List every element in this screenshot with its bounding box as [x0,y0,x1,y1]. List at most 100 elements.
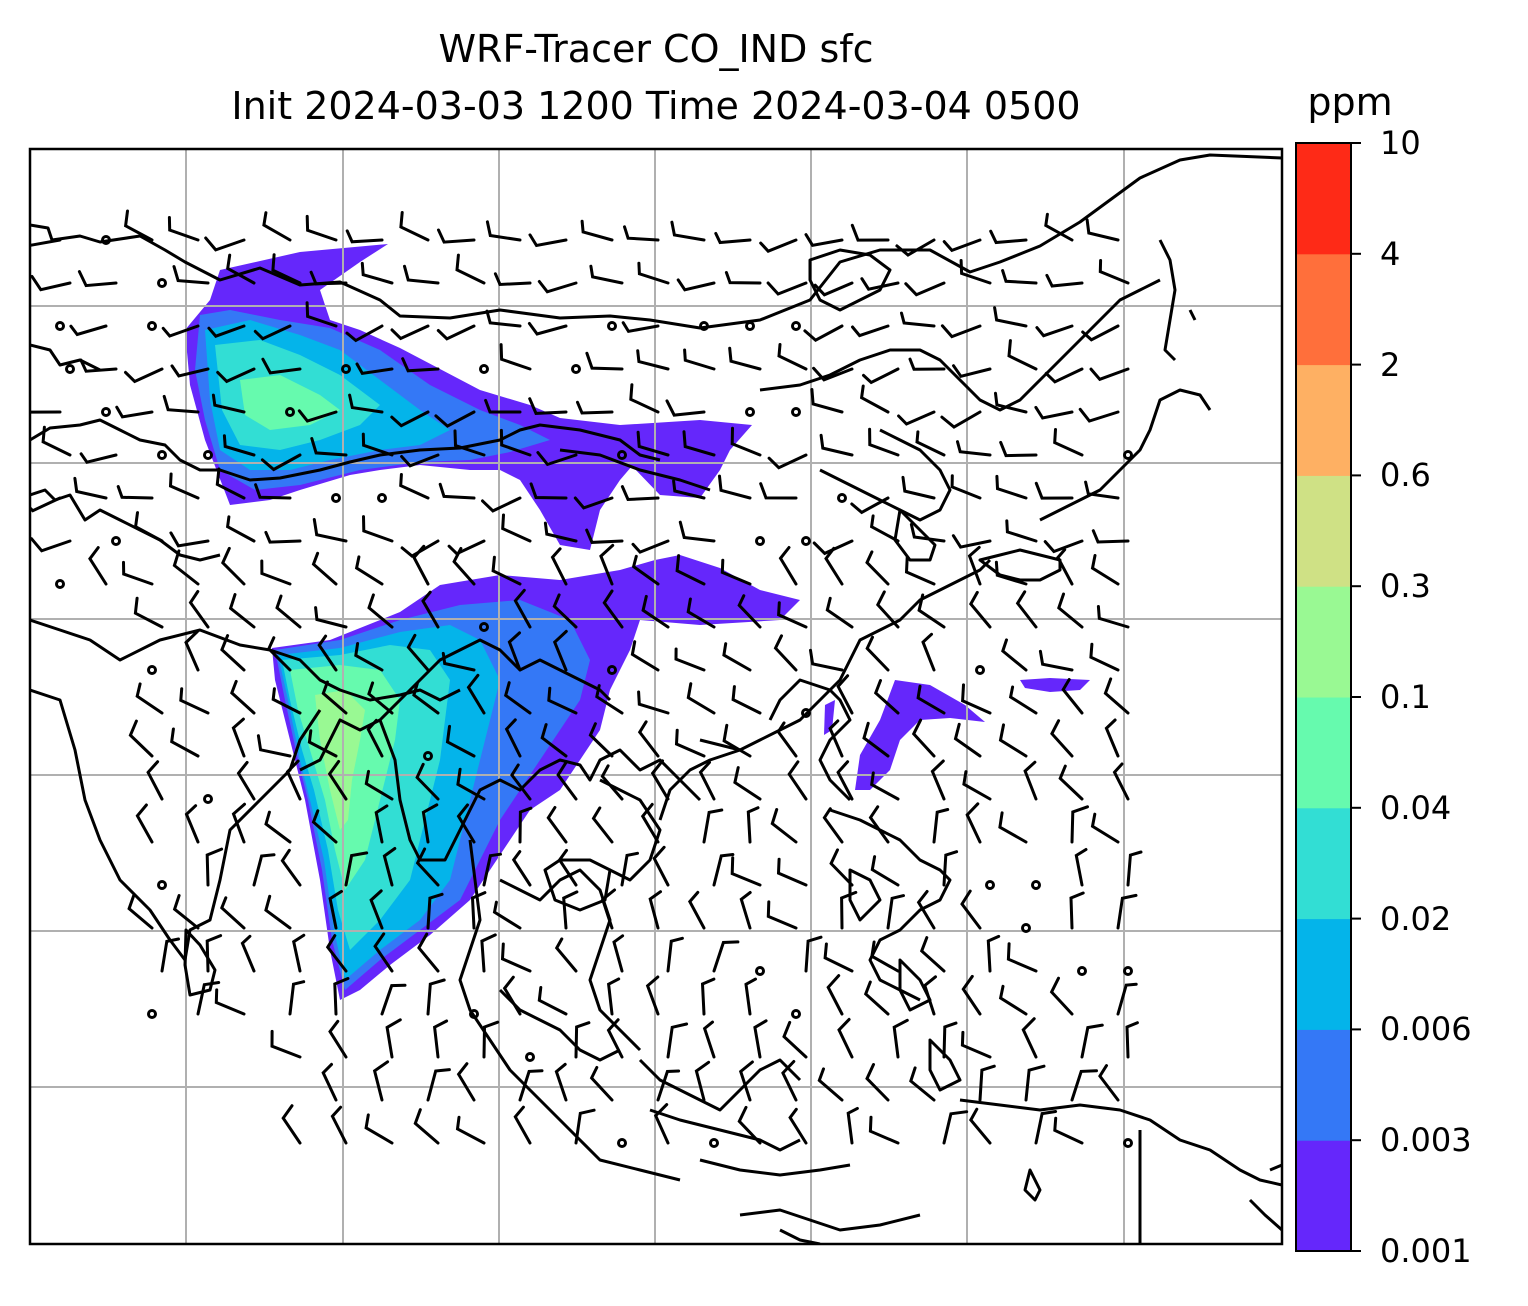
calm-wind-circle [157,880,167,890]
wind-barb [837,1017,854,1059]
wind-barb [636,349,670,371]
wind-barb [776,721,798,758]
wind-barb [492,900,522,930]
wind-barb [917,593,946,629]
wind-barb [122,560,154,586]
wind-barb [367,593,394,629]
wind-barb [942,238,982,253]
wind-barb [415,762,440,801]
wind-barb [236,760,256,801]
wind-barb [361,432,394,457]
wind-barb [678,520,716,543]
wind-barb [826,974,844,1016]
wind-barb [895,238,936,257]
calm-wind-circle [1123,450,1133,460]
wind-barb [1098,259,1130,285]
wind-barb [1006,942,1038,973]
wind-barb [1116,893,1138,930]
wind-barb [589,1066,614,1102]
wind-barb [712,940,740,973]
colorbar-tick-label: 0.04 [1380,788,1452,827]
wind-barb [162,394,200,414]
wind-barb [952,364,992,379]
wind-barb [256,734,292,758]
wind-barb [455,253,486,285]
wind-barb [325,934,348,973]
calm-wind-circle [1077,966,1087,976]
wind-barb [500,942,532,973]
wind-barb [1081,324,1120,342]
wind-barb [683,348,716,371]
wind-barb [552,593,578,629]
wind-barb [556,760,578,801]
wind-barb [267,636,292,672]
wind-barb [998,811,1028,844]
wind-barb [962,770,992,801]
calm-wind-circle [55,579,65,589]
wind-barb [652,845,670,887]
wind-barb [631,554,660,586]
wind-barb [447,539,486,556]
wind-barb [712,853,735,887]
wind-barb [231,802,246,844]
wind-barb [453,429,486,457]
calm-wind-circle [801,536,811,546]
wind-barb [231,717,246,758]
wind-barb [850,223,890,242]
wind-barb [399,211,430,242]
calm-wind-circle [55,321,65,331]
wind-barb [746,806,760,844]
calm-wind-circle [203,794,213,804]
wind-barb [366,718,384,758]
wind-barb [840,890,858,930]
wind-barb [348,393,384,414]
wind-barb [1057,592,1084,629]
wind-barb [674,647,706,672]
wind-barb [369,889,384,930]
wind-barb [146,760,164,801]
wind-barb [1053,428,1084,457]
wind-barb [620,485,660,502]
wind-barb [1104,718,1120,758]
wind-barb [788,1107,808,1145]
wind-barb [221,546,246,586]
wind-barb [211,393,246,414]
wind-barb [527,322,568,336]
wind-barb [694,1060,711,1102]
wind-barb [355,362,394,376]
wind-barb [621,321,660,334]
wind-barb [297,409,338,423]
wind-barb [484,398,522,414]
colorbar-segment [1296,253,1351,366]
colorbar-segment [1296,586,1351,698]
wind-barb [1001,638,1028,672]
wind-barb [863,980,890,1016]
wind-barb [722,642,752,672]
wind-barb [868,1115,900,1145]
wind-barb [399,473,430,500]
wind-barb [599,543,615,586]
wind-barb [998,723,1028,758]
colorbar-unit-label: ppm [1307,80,1393,124]
wind-barb [562,890,579,930]
wind-barb [759,238,798,253]
wind-barb [133,511,164,543]
wind-barb [1049,976,1074,1016]
wind-barb [528,397,568,415]
wind-barb [225,515,256,543]
wind-barb [161,324,200,338]
wind-barb [264,530,302,544]
wind-barb [629,383,660,414]
wind-barb [870,771,900,801]
colorbar-tick-label: 0.3 [1380,567,1431,606]
wind-barb [859,384,890,414]
calm-wind-circle [479,364,489,374]
calm-wind-circle [617,450,627,460]
wind-barb [321,680,348,715]
colorbar-tick-label: 2 [1380,345,1401,384]
wind-barb [714,232,752,245]
wind-barb [904,281,946,297]
wind-barb [804,233,844,247]
wind-barb [499,343,532,371]
